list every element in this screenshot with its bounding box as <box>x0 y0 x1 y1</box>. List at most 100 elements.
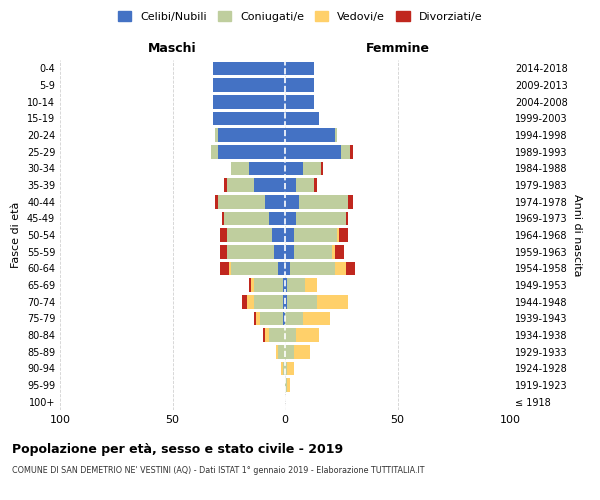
Bar <box>229 262 231 275</box>
Bar <box>247 295 254 308</box>
Bar <box>285 212 296 225</box>
Bar <box>299 195 348 208</box>
Bar <box>285 328 296 342</box>
Bar <box>337 228 339 242</box>
Bar <box>227 178 254 192</box>
Bar <box>285 195 299 208</box>
Bar <box>321 162 323 175</box>
Bar <box>281 362 283 375</box>
Bar <box>290 262 335 275</box>
Bar <box>254 278 283 292</box>
Bar <box>294 345 310 358</box>
Bar <box>285 145 341 158</box>
Bar <box>287 362 294 375</box>
Bar <box>303 312 330 325</box>
Legend: Celibi/Nubili, Coniugati/e, Vedovi/e, Divorziati/e: Celibi/Nubili, Coniugati/e, Vedovi/e, Di… <box>115 8 485 25</box>
Bar <box>285 228 294 242</box>
Bar <box>287 278 305 292</box>
Bar <box>285 128 335 142</box>
Bar <box>285 178 296 192</box>
Bar <box>274 245 285 258</box>
Bar <box>332 245 335 258</box>
Bar <box>341 145 350 158</box>
Bar <box>249 278 251 292</box>
Bar <box>224 178 227 192</box>
Bar <box>218 128 285 142</box>
Bar <box>287 295 317 308</box>
Bar <box>215 128 218 142</box>
Bar <box>224 212 269 225</box>
Bar <box>211 145 218 158</box>
Bar <box>303 162 321 175</box>
Bar <box>220 245 227 258</box>
Bar <box>269 328 285 342</box>
Bar <box>296 328 319 342</box>
Bar <box>285 112 319 125</box>
Bar <box>213 95 285 108</box>
Bar <box>251 278 254 292</box>
Bar <box>218 145 285 158</box>
Bar <box>317 295 348 308</box>
Bar <box>254 312 256 325</box>
Bar <box>222 212 224 225</box>
Bar <box>269 212 285 225</box>
Text: Popolazione per età, sesso e stato civile - 2019: Popolazione per età, sesso e stato civil… <box>12 442 343 456</box>
Bar <box>231 262 278 275</box>
Bar <box>218 195 265 208</box>
Bar <box>285 345 294 358</box>
Bar <box>346 212 348 225</box>
Y-axis label: Anni di nascita: Anni di nascita <box>571 194 581 276</box>
Bar <box>294 245 332 258</box>
Bar <box>278 262 285 275</box>
Bar <box>348 195 353 208</box>
Bar <box>271 228 285 242</box>
Bar <box>276 345 278 358</box>
Bar <box>213 78 285 92</box>
Bar <box>335 128 337 142</box>
Bar <box>296 178 314 192</box>
Bar <box>335 262 346 275</box>
Bar <box>285 95 314 108</box>
Bar <box>249 162 285 175</box>
Bar <box>265 195 285 208</box>
Bar <box>283 295 285 308</box>
Bar <box>256 312 260 325</box>
Bar <box>213 62 285 75</box>
Bar <box>285 295 287 308</box>
Bar <box>254 295 283 308</box>
Bar <box>285 245 294 258</box>
Bar <box>278 345 285 358</box>
Bar <box>346 262 355 275</box>
Bar <box>296 212 346 225</box>
Text: COMUNE DI SAN DEMETRIO NE' VESTINI (AQ) - Dati ISTAT 1° gennaio 2019 - Elaborazi: COMUNE DI SAN DEMETRIO NE' VESTINI (AQ) … <box>12 466 425 475</box>
Bar <box>231 162 249 175</box>
Bar <box>285 78 314 92</box>
Bar <box>305 278 317 292</box>
Bar <box>285 312 303 325</box>
Bar <box>215 195 218 208</box>
Bar <box>283 278 285 292</box>
Bar <box>285 362 287 375</box>
Bar <box>283 312 285 325</box>
Text: Femmine: Femmine <box>365 42 430 55</box>
Bar <box>254 178 285 192</box>
Bar <box>335 245 343 258</box>
Bar <box>220 228 227 242</box>
Bar <box>283 362 285 375</box>
Bar <box>285 162 303 175</box>
Bar <box>350 145 353 158</box>
Y-axis label: Fasce di età: Fasce di età <box>11 202 21 268</box>
Bar <box>314 178 317 192</box>
Bar <box>263 328 265 342</box>
Bar <box>227 228 271 242</box>
Bar <box>294 228 337 242</box>
Bar <box>220 262 229 275</box>
Bar <box>213 112 285 125</box>
Bar <box>285 262 290 275</box>
Text: Maschi: Maschi <box>148 42 197 55</box>
Bar <box>265 328 269 342</box>
Bar <box>285 278 287 292</box>
Bar <box>339 228 348 242</box>
Bar <box>287 378 290 392</box>
Bar <box>242 295 247 308</box>
